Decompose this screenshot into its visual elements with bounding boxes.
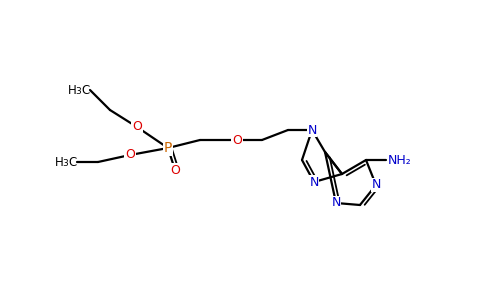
Text: 3: 3 [75, 88, 81, 97]
Text: N: N [332, 196, 341, 209]
Text: O: O [170, 164, 180, 176]
Text: O: O [125, 148, 135, 161]
Text: C: C [81, 83, 89, 97]
Text: N: N [371, 178, 381, 191]
Text: N: N [309, 176, 318, 188]
Text: N: N [307, 124, 317, 136]
Text: NH₂: NH₂ [388, 154, 412, 166]
Text: H: H [55, 155, 64, 169]
Text: P: P [164, 141, 172, 155]
Text: O: O [232, 134, 242, 146]
Text: 3: 3 [62, 160, 68, 169]
Text: H: H [68, 83, 77, 97]
Text: O: O [132, 121, 142, 134]
Text: C: C [68, 155, 76, 169]
